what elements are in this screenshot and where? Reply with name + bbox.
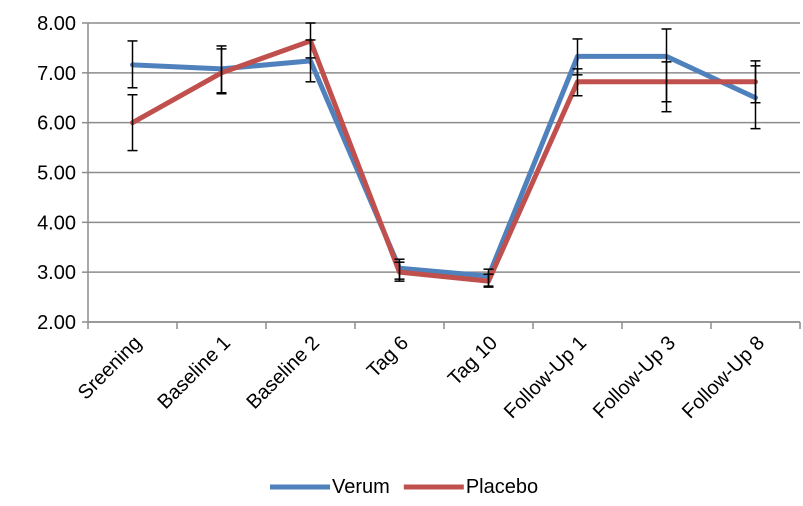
x-tick-label: Follow-Up 1 [500, 332, 591, 423]
legend-label: Verum [332, 476, 390, 498]
legend-label: Placebo [466, 476, 538, 498]
x-tick-label: Follow-Up 3 [589, 332, 680, 423]
y-tick-labels: 2.00 3.00 4.00 5.00 6.00 7.00 8.00 [37, 13, 76, 334]
x-tick-label: Sreening [74, 332, 146, 404]
x-tick-labels: Sreening Baseline 1 Baseline 2 Tag 6 Tag 10F… [74, 332, 769, 423]
gridlines [88, 22, 800, 323]
y-tick-label: 5.00 [37, 163, 76, 185]
y-tick-label: 3.00 [37, 262, 76, 284]
x-tick-label: Tag 6 [363, 332, 413, 382]
y-tick-label: 8.00 [37, 13, 76, 35]
series-line-verum [130, 53, 758, 279]
error-bars [127, 22, 761, 288]
x-tick-label: Baseline 2 [242, 332, 324, 414]
y-tick-label: 6.00 [37, 113, 76, 135]
y-tick-label: 2.00 [37, 312, 76, 334]
axes [82, 22, 801, 329]
y-tick-label: 7.00 [37, 63, 76, 85]
series-lines [130, 38, 758, 284]
y-tick-label: 4.00 [37, 212, 76, 234]
x-tick-label: Baseline 1 [153, 332, 235, 414]
legend: Verum Placebo [270, 476, 538, 498]
x-tick-label: Follow-Up 8 [678, 332, 769, 423]
x-tick-label: Tag 10 [444, 332, 502, 390]
series-line-placebo [130, 38, 758, 284]
